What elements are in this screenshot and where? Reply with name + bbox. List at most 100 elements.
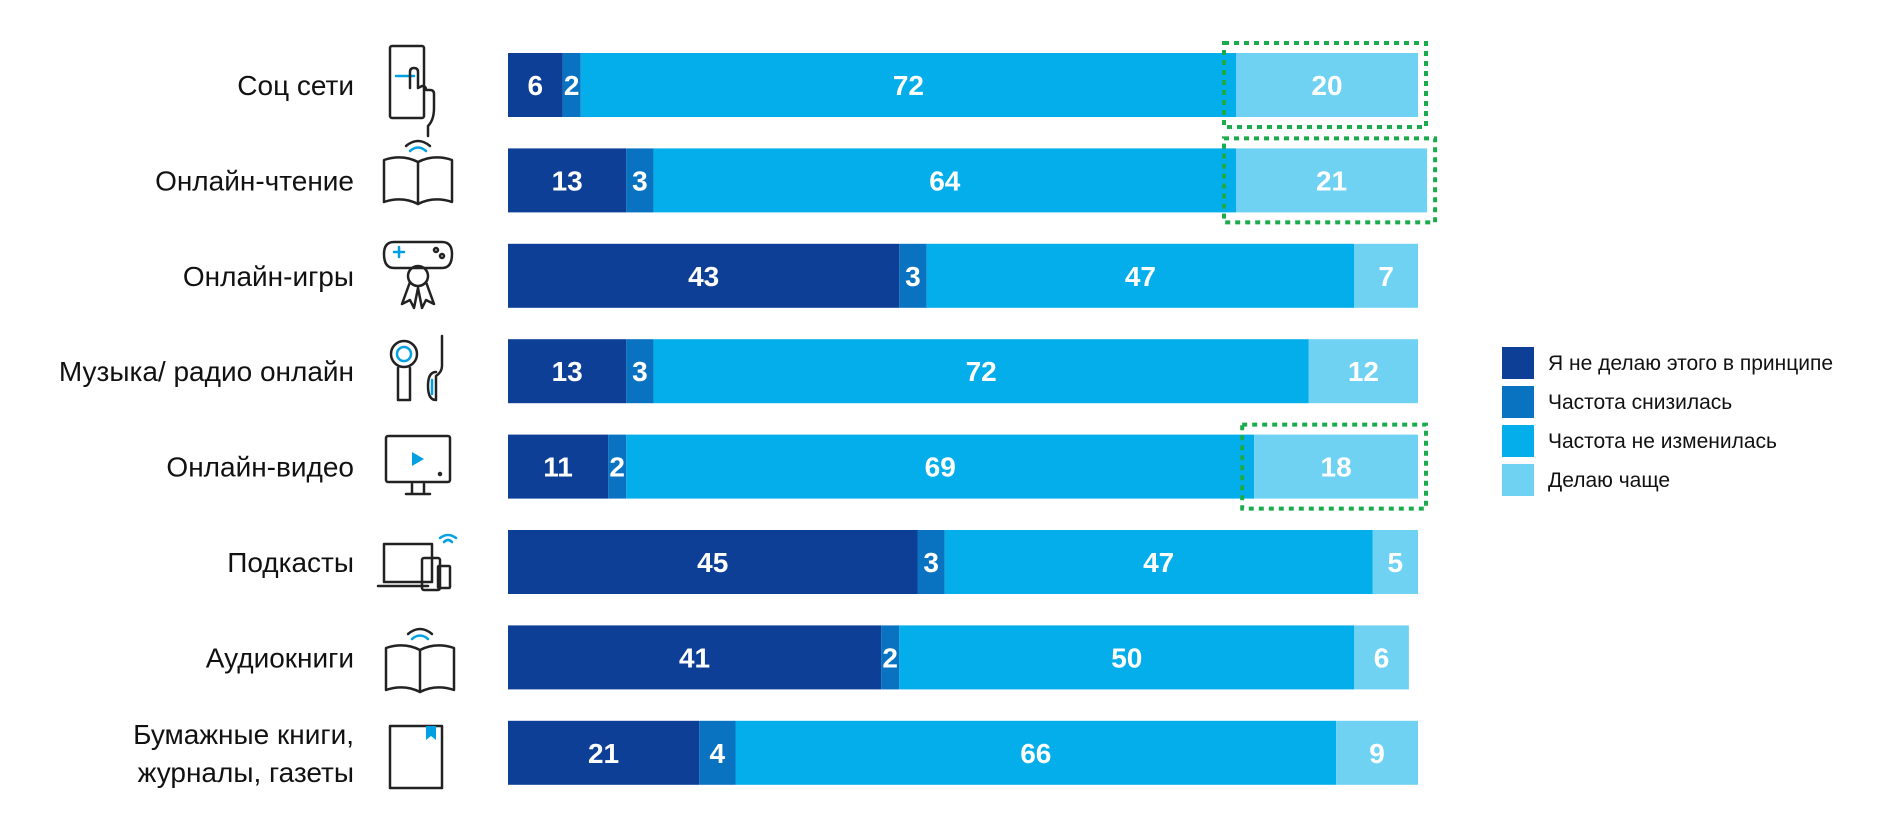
category-icons bbox=[376, 44, 458, 790]
tv-play-icon bbox=[384, 434, 452, 496]
bar-segment bbox=[626, 339, 654, 404]
data-label: 3 bbox=[632, 356, 648, 387]
data-label: 47 bbox=[1125, 261, 1156, 292]
data-label: 64 bbox=[929, 165, 961, 196]
bar-segment bbox=[1336, 720, 1418, 785]
data-label: 45 bbox=[697, 547, 728, 578]
category-label: Онлайн-чтение bbox=[155, 165, 354, 196]
bar-segment bbox=[881, 625, 900, 690]
data-label: 3 bbox=[632, 165, 648, 196]
bar-segment bbox=[899, 625, 1355, 690]
category-label-line: Подкасты bbox=[227, 547, 354, 578]
legend-swatch bbox=[1502, 464, 1534, 496]
category-label-line: Соц сети bbox=[237, 70, 354, 101]
category-labels: Соц сети Онлайн-чтение Онлайн-игры Музыка/ … bbox=[59, 70, 354, 788]
category-label-line: Бумажные книги, bbox=[133, 719, 354, 750]
highlight-box bbox=[1222, 136, 1438, 225]
bar-segment bbox=[508, 148, 627, 213]
category-label-line: Онлайн-видео bbox=[166, 452, 354, 483]
data-label: 50 bbox=[1111, 642, 1142, 673]
data-label: 6 bbox=[1374, 642, 1390, 673]
highlight-boxes bbox=[1222, 41, 1438, 511]
legend-label: Я не делаю этого в принципе bbox=[1548, 352, 1833, 375]
open-book-wifi-icon bbox=[382, 139, 454, 206]
bar-segment bbox=[699, 720, 736, 785]
data-label: 2 bbox=[609, 452, 625, 483]
bar-segment bbox=[1372, 530, 1418, 594]
category-label-line: Онлайн-игры bbox=[183, 261, 354, 292]
data-label: 13 bbox=[552, 356, 583, 387]
bar-segment bbox=[508, 53, 563, 117]
bar-segment bbox=[1236, 148, 1428, 213]
bar-segment bbox=[508, 530, 918, 594]
legend: Я не делаю этого в принципе Частота снизи… bbox=[1502, 347, 1833, 496]
data-label: 6 bbox=[528, 70, 544, 101]
category-label-line: Онлайн-чтение bbox=[155, 165, 354, 196]
bar-segment bbox=[926, 243, 1355, 308]
bar-segment bbox=[608, 434, 627, 499]
gamepad-award-icon bbox=[382, 240, 454, 310]
devices-wifi-icon bbox=[376, 533, 458, 592]
category-label: Соц сети bbox=[237, 70, 354, 101]
bar-segment bbox=[580, 53, 1236, 117]
bar-segment bbox=[1308, 339, 1418, 404]
data-label: 41 bbox=[679, 642, 710, 673]
bar-segment bbox=[917, 530, 945, 594]
data-label: 4 bbox=[710, 738, 726, 769]
data-label: 3 bbox=[905, 261, 921, 292]
data-label: 21 bbox=[1316, 165, 1347, 196]
legend-swatch bbox=[1502, 386, 1534, 418]
highlight-box bbox=[1240, 422, 1428, 511]
legend-label: Частота снизилась bbox=[1548, 391, 1732, 414]
data-label: 21 bbox=[588, 738, 619, 769]
category-label: Музыка/ радио онлайн bbox=[59, 356, 354, 387]
data-label: 18 bbox=[1321, 452, 1352, 483]
category-label-line: Аудиокниги bbox=[206, 642, 354, 673]
category-label-line: журналы, газеты bbox=[138, 757, 354, 788]
headphones-icon bbox=[389, 334, 444, 402]
category-label: Бумажные книги, журналы, газеты bbox=[133, 719, 354, 788]
data-label: 7 bbox=[1378, 261, 1394, 292]
category-label: Аудиокниги bbox=[206, 642, 354, 673]
category-label: Подкасты bbox=[227, 547, 354, 578]
bar-segment bbox=[508, 339, 627, 404]
data-label: 11 bbox=[543, 452, 573, 483]
data-label: 9 bbox=[1369, 738, 1385, 769]
bar-segment bbox=[626, 434, 1255, 499]
data-label: 3 bbox=[923, 547, 939, 578]
data-label: 2 bbox=[564, 70, 580, 101]
bar-segment bbox=[1254, 434, 1418, 499]
bar-segment bbox=[1354, 243, 1418, 308]
legend-label: Делаю чаще bbox=[1548, 469, 1670, 492]
phone-touch-icon bbox=[388, 44, 436, 138]
bar-segment bbox=[899, 243, 927, 308]
data-label: 5 bbox=[1387, 547, 1403, 578]
data-label: 66 bbox=[1020, 738, 1051, 769]
paper-book-icon bbox=[388, 724, 444, 790]
bar-segment bbox=[562, 53, 581, 117]
data-label: 13 bbox=[552, 165, 583, 196]
legend-swatch bbox=[1502, 425, 1534, 457]
data-label: 2 bbox=[882, 642, 898, 673]
data-label: 20 bbox=[1311, 70, 1342, 101]
data-label: 72 bbox=[966, 356, 997, 387]
legend-label: Частота не изменилась bbox=[1548, 430, 1777, 453]
data-label: 43 bbox=[688, 261, 719, 292]
highlight-box bbox=[1222, 41, 1428, 129]
data-label: 69 bbox=[925, 452, 956, 483]
category-label-line: Музыка/ радио онлайн bbox=[59, 356, 354, 387]
bar-segment bbox=[508, 434, 609, 499]
bar-segment bbox=[508, 625, 882, 690]
data-label: 47 bbox=[1143, 547, 1174, 578]
data-label: 72 bbox=[893, 70, 924, 101]
bar-segment bbox=[1236, 53, 1418, 117]
data-label: 12 bbox=[1348, 356, 1379, 387]
bar-segment bbox=[1354, 625, 1409, 690]
bar-segment bbox=[944, 530, 1373, 594]
category-label: Онлайн-игры bbox=[183, 261, 354, 292]
bar-segment bbox=[735, 720, 1337, 785]
bar-segment bbox=[508, 720, 700, 785]
category-label: Онлайн-видео bbox=[166, 452, 354, 483]
